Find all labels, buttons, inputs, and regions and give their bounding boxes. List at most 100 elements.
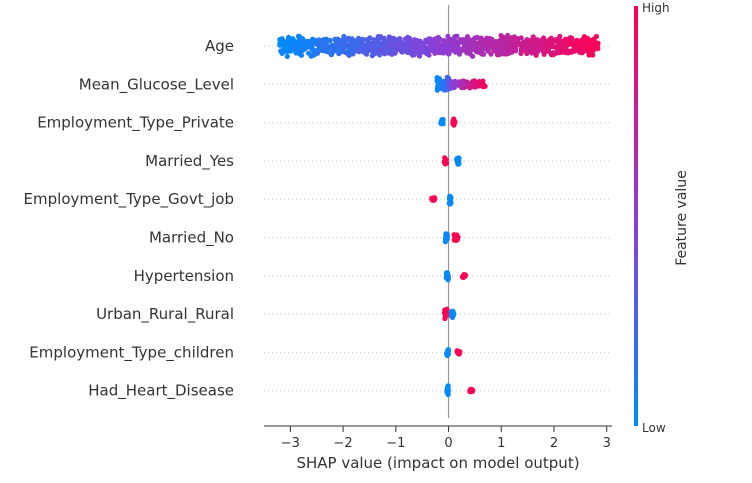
colorbar-title: Feature value (674, 170, 690, 266)
shap-point (443, 232, 449, 238)
shap-point (378, 47, 385, 53)
shap-point (465, 81, 471, 87)
shap-point (320, 40, 326, 46)
shap-point (454, 33, 460, 39)
shap-point (476, 82, 482, 88)
shap-point (484, 35, 490, 41)
feature-labels: Age Mean_Glucose_Level Employment_Type_Pri… (24, 37, 235, 401)
shap-point (460, 273, 466, 279)
shap-point (454, 235, 460, 241)
shap-point (323, 36, 330, 42)
shap-point (441, 43, 447, 49)
shap-point (456, 350, 462, 356)
shap-point (283, 45, 289, 52)
shap-point (324, 49, 330, 55)
shap-point (329, 42, 335, 48)
shap-point (311, 51, 317, 57)
shap-point (589, 52, 596, 58)
colorbar-low-label: Low (642, 421, 666, 435)
shap-point (441, 310, 448, 316)
x-tick-label: −3 (281, 436, 300, 451)
x-tick-label: 3 (603, 436, 611, 451)
feature-label: Urban_Rural_Rural (96, 305, 234, 324)
shap-point (466, 40, 472, 47)
shap-point (310, 46, 316, 52)
shap-point (595, 40, 601, 46)
shap-point (290, 36, 296, 42)
shap-point (505, 50, 511, 57)
shap-point (520, 44, 527, 50)
shap-point (446, 49, 452, 56)
shap-point (438, 120, 444, 126)
shap-point (427, 38, 433, 45)
shap-point (360, 41, 366, 47)
shap-point (328, 52, 334, 58)
shap-point (360, 36, 366, 43)
shap-point (566, 40, 573, 47)
shap-point (470, 53, 476, 59)
shap-point (568, 49, 575, 55)
shap-point (435, 43, 441, 49)
shap-point (553, 50, 559, 56)
shap-point (442, 160, 448, 167)
shap-point (499, 40, 505, 46)
shap-point (316, 37, 322, 43)
shap-point (454, 155, 460, 162)
shap-point (333, 42, 339, 48)
shap-point (317, 47, 323, 54)
shap-point (451, 118, 457, 124)
shap-point (450, 82, 456, 88)
shap-point (349, 48, 355, 54)
shap-point (493, 39, 499, 45)
shap-point (447, 43, 453, 49)
shap-point (546, 45, 552, 51)
shap-point (533, 38, 539, 45)
shap-point (586, 45, 592, 51)
x-tick-label: −2 (334, 436, 353, 451)
shap-point (399, 49, 406, 55)
shap-point (368, 43, 374, 49)
colorbar: High Low Feature value (634, 1, 690, 435)
x-tick-label: 2 (550, 436, 558, 451)
shap-point (374, 50, 380, 56)
shap-point (284, 53, 290, 60)
shap-point (482, 46, 488, 52)
shap-point (506, 44, 512, 50)
shap-point (412, 49, 419, 55)
shap-point (384, 47, 390, 53)
shap-point (375, 43, 381, 49)
shap-point (557, 33, 563, 40)
shap-point (473, 40, 479, 46)
shap-point (436, 49, 442, 56)
colorbar-gradient (634, 6, 638, 426)
x-tick-label: 0 (444, 436, 452, 451)
shap-point (580, 46, 586, 52)
feature-label: Age (205, 37, 234, 55)
shap-point (460, 84, 466, 90)
shap-point (560, 49, 567, 55)
shap-point (581, 41, 587, 47)
shap-point (435, 34, 441, 41)
shap-point (371, 37, 377, 43)
shap-point (524, 50, 530, 57)
shap-point (441, 78, 447, 84)
shap-point (443, 236, 449, 242)
x-axis-title: SHAP value (impact on model output) (296, 454, 579, 472)
shap-point (384, 42, 391, 48)
shap-point (278, 38, 284, 44)
shap-point (389, 41, 395, 47)
shap-point (559, 40, 565, 47)
shap-point (361, 47, 367, 53)
shap-point (467, 388, 473, 395)
shap-point (289, 41, 295, 47)
shap-point (447, 196, 453, 202)
shap-point (380, 39, 386, 46)
shap-point (500, 34, 506, 40)
feature-label: Married_No (149, 229, 234, 248)
shap-point (541, 45, 547, 51)
shap-point (355, 43, 361, 49)
shap-point (286, 34, 292, 41)
shap-point (406, 35, 412, 41)
shap-point (411, 38, 417, 44)
shap-point (464, 50, 470, 56)
